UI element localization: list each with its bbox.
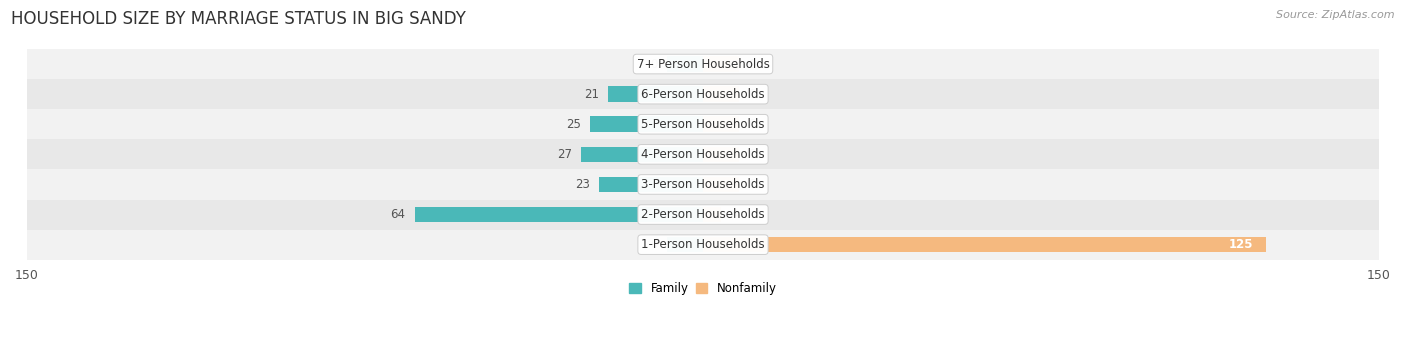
Text: 27: 27 (557, 148, 572, 161)
Bar (703, 56, 740, 72)
Text: 125: 125 (1229, 238, 1253, 251)
Bar (703, 237, 1267, 253)
Text: 64: 64 (391, 208, 405, 221)
Text: 7+ Person Households: 7+ Person Households (637, 57, 769, 71)
Text: 0: 0 (748, 57, 755, 71)
Text: 1-Person Households: 1-Person Households (641, 238, 765, 251)
Legend: Family, Nonfamily: Family, Nonfamily (624, 278, 782, 300)
Text: 5-Person Households: 5-Person Households (641, 118, 765, 131)
Text: 0: 0 (748, 88, 755, 101)
Bar (666, 237, 703, 253)
Bar (703, 147, 740, 162)
Text: HOUSEHOLD SIZE BY MARRIAGE STATUS IN BIG SANDY: HOUSEHOLD SIZE BY MARRIAGE STATUS IN BIG… (11, 10, 467, 28)
Text: 6-Person Households: 6-Person Households (641, 88, 765, 101)
Text: 3-Person Households: 3-Person Households (641, 178, 765, 191)
Bar (27, 139, 1379, 169)
Text: 25: 25 (567, 118, 581, 131)
Text: 0: 0 (748, 148, 755, 161)
Text: 0: 0 (651, 238, 658, 251)
Text: 4-Person Households: 4-Person Households (641, 148, 765, 161)
Bar (703, 207, 721, 222)
Bar (609, 86, 703, 102)
Bar (581, 147, 703, 162)
Text: 4: 4 (730, 208, 738, 221)
Bar (27, 169, 1379, 200)
Text: 0: 0 (748, 178, 755, 191)
Bar (666, 56, 703, 72)
Bar (27, 49, 1379, 79)
Bar (27, 109, 1379, 139)
Bar (27, 200, 1379, 230)
Bar (27, 230, 1379, 260)
Bar (27, 79, 1379, 109)
Text: 0: 0 (748, 118, 755, 131)
Text: 21: 21 (585, 88, 599, 101)
Text: Source: ZipAtlas.com: Source: ZipAtlas.com (1277, 10, 1395, 20)
Bar (415, 207, 703, 222)
Text: 23: 23 (575, 178, 591, 191)
Bar (703, 176, 740, 192)
Bar (703, 86, 740, 102)
Text: 2-Person Households: 2-Person Households (641, 208, 765, 221)
Bar (599, 176, 703, 192)
Text: 0: 0 (651, 57, 658, 71)
Bar (703, 116, 740, 132)
Bar (591, 116, 703, 132)
